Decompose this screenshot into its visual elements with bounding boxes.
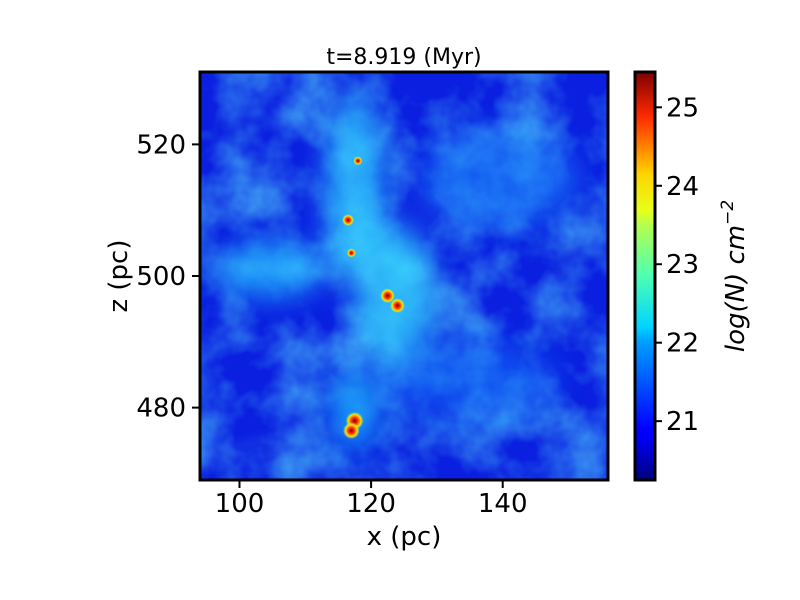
dense-cores bbox=[342, 156, 405, 440]
colorbar-tick-label: 23 bbox=[666, 250, 699, 280]
colorbar bbox=[635, 72, 655, 480]
colorbar-tick-label: 21 bbox=[666, 407, 699, 437]
dense-core bbox=[342, 422, 360, 440]
x-tick-label: 140 bbox=[478, 489, 528, 519]
dense-core bbox=[342, 214, 355, 227]
colorbar-frame bbox=[633, 70, 657, 482]
y-axis-label: z (pc) bbox=[104, 240, 134, 313]
dense-core bbox=[380, 288, 396, 304]
heatmap-image bbox=[200, 72, 608, 480]
filament-strands bbox=[200, 79, 441, 461]
dense-filament bbox=[215, 95, 580, 450]
y-tick-label: 500 bbox=[136, 262, 186, 292]
x-axis-label: x (pc) bbox=[367, 522, 442, 552]
colorbar-label-exponent: −2 bbox=[718, 200, 738, 225]
x-tick-label: 120 bbox=[346, 489, 396, 519]
y-tick-label: 520 bbox=[136, 130, 186, 160]
colorbar-tick-label: 25 bbox=[666, 93, 699, 123]
chart-title: t=8.919 (Myr) bbox=[326, 45, 481, 70]
dense-core bbox=[389, 298, 405, 314]
colorbar-tick-label: 22 bbox=[666, 329, 699, 359]
colorbar-tick-label: 24 bbox=[666, 172, 699, 202]
dense-core bbox=[353, 156, 363, 166]
dense-core bbox=[346, 248, 356, 258]
x-axis: 100 120 140 bbox=[215, 480, 528, 519]
x-tick-label: 100 bbox=[215, 489, 265, 519]
colorbar-label: log(N) cm−2 bbox=[718, 200, 751, 352]
y-axis: 480 500 520 bbox=[136, 130, 200, 424]
y-tick-label: 480 bbox=[136, 394, 186, 424]
colorbar-label-main: log(N) cm bbox=[721, 225, 751, 352]
colorbar-axis: 21 22 23 24 25 bbox=[655, 93, 699, 437]
